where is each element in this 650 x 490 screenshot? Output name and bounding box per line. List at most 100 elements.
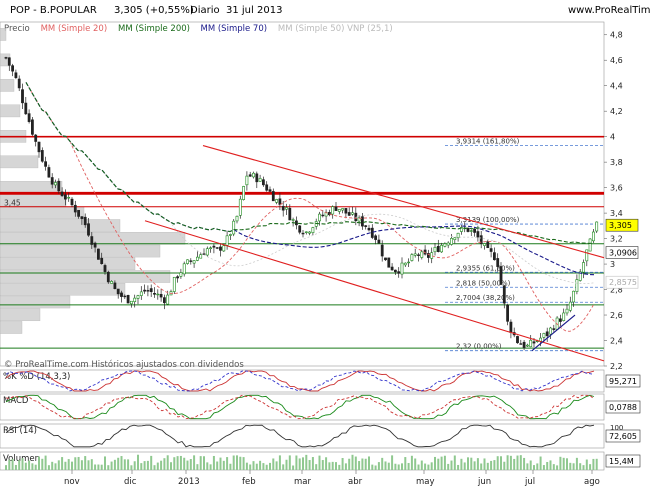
candle-body — [466, 227, 470, 232]
volume-bar — [94, 464, 97, 470]
candle-body — [100, 257, 104, 265]
volume-bar — [506, 455, 509, 470]
candle-body — [311, 227, 315, 233]
candle-body — [136, 295, 140, 299]
candle-body — [374, 235, 378, 240]
volume-bar — [143, 461, 146, 470]
price-panel[interactable]: 3,9314 (161,80%) 3,3139 (100,00%) 2,9355 (… — [0, 21, 639, 371]
volume-profile-bar — [0, 219, 121, 232]
volume-bar — [232, 455, 235, 470]
candle-body — [291, 219, 295, 221]
legend-item: MM (Simple 200) — [118, 24, 190, 34]
candle-body — [159, 293, 163, 298]
volume-bar — [77, 456, 80, 470]
volume-bar — [414, 458, 417, 470]
volume-bar — [278, 455, 281, 470]
volume-bar — [183, 457, 186, 470]
volume-bar — [292, 465, 295, 470]
volume-bar — [133, 461, 136, 470]
volume-bar — [325, 457, 328, 470]
volume-profile-bar — [0, 257, 136, 271]
candle-body — [110, 281, 114, 284]
candle-body — [591, 231, 595, 242]
volume-bar — [364, 458, 367, 470]
candle-body — [456, 232, 460, 239]
candle-body — [357, 217, 361, 222]
candle-body — [238, 198, 242, 216]
volume-bar — [368, 456, 370, 470]
candle-body — [397, 271, 401, 274]
y-tick-label: 3,8 — [610, 158, 623, 167]
candle-body — [321, 214, 325, 217]
candle-body — [446, 242, 450, 246]
indicator-line — [5, 370, 595, 392]
volume-bar — [272, 458, 275, 470]
volume-bar — [566, 458, 568, 470]
volume-bar — [473, 461, 476, 470]
volume-bar — [496, 456, 499, 470]
candle-body — [370, 227, 374, 238]
candle-body — [209, 247, 213, 250]
volume-bar — [523, 457, 526, 470]
candle-body — [199, 254, 203, 259]
ticker-label: POP - B.POPULAR — [10, 5, 97, 16]
price-label: 2,8575 — [609, 278, 637, 287]
y-tick-label: 3,2 — [610, 235, 623, 244]
candle-body — [380, 244, 384, 257]
volume-bar — [467, 457, 469, 470]
candle-body — [255, 173, 259, 183]
volume-bar — [592, 458, 595, 470]
candle-body — [123, 295, 127, 298]
candle-body — [189, 260, 193, 262]
volume-bar — [295, 455, 298, 470]
volume-bar — [483, 458, 486, 470]
indicator-value: 95,271 — [609, 377, 637, 386]
volume-bar — [150, 455, 153, 470]
candle-body — [40, 150, 44, 162]
mm-simple-50-line — [25, 82, 595, 285]
volume-bar — [529, 460, 532, 470]
indicator-line — [5, 394, 595, 420]
candle-body — [130, 300, 133, 305]
candle-body — [360, 216, 364, 227]
volume-bar — [331, 461, 334, 470]
volume-bar — [490, 460, 493, 470]
indicator-panels[interactable]: %K %D (14,3,3) 95,271 MACD 0,0788 RSI (14) 72… — [0, 369, 641, 471]
volume-bar — [57, 460, 60, 470]
candle-body — [252, 172, 255, 178]
candle-body — [403, 262, 407, 266]
volume-bar — [104, 456, 106, 470]
volume-bar — [107, 465, 110, 470]
watermark-text: © ProRealTime.com Históricos ajustados c… — [4, 359, 244, 370]
candle-body — [552, 328, 556, 330]
candle-body — [367, 227, 371, 231]
volume-bar — [179, 455, 182, 470]
volume-bar — [377, 462, 380, 470]
candle-body — [116, 288, 120, 295]
volume-bar — [100, 464, 103, 470]
volume-bar — [193, 455, 196, 470]
candle-body — [44, 161, 48, 167]
volume-bar — [203, 456, 205, 470]
volume-bar — [265, 464, 268, 470]
volume-bar — [559, 456, 562, 470]
candle-body — [509, 321, 513, 333]
candle-body — [73, 204, 77, 213]
candle-body — [390, 266, 394, 271]
volume-bar — [275, 461, 278, 470]
candle-body — [34, 134, 38, 142]
price-label-box — [605, 275, 639, 289]
y-tick-label: 4,6 — [610, 56, 623, 65]
volume-bar — [371, 464, 374, 470]
volume-bar — [113, 459, 116, 470]
volume-bar — [120, 456, 123, 470]
candle-body — [347, 212, 351, 216]
candle-body — [364, 225, 368, 227]
fibonacci-label: 2,32 (0,00%) — [456, 343, 502, 351]
x-tick-label: nov — [64, 477, 80, 487]
fibonacci-label: 3,9314 (161,80%) — [456, 137, 520, 145]
volume-bar — [470, 457, 473, 470]
candle-body — [285, 207, 288, 210]
candle-body — [248, 174, 252, 177]
